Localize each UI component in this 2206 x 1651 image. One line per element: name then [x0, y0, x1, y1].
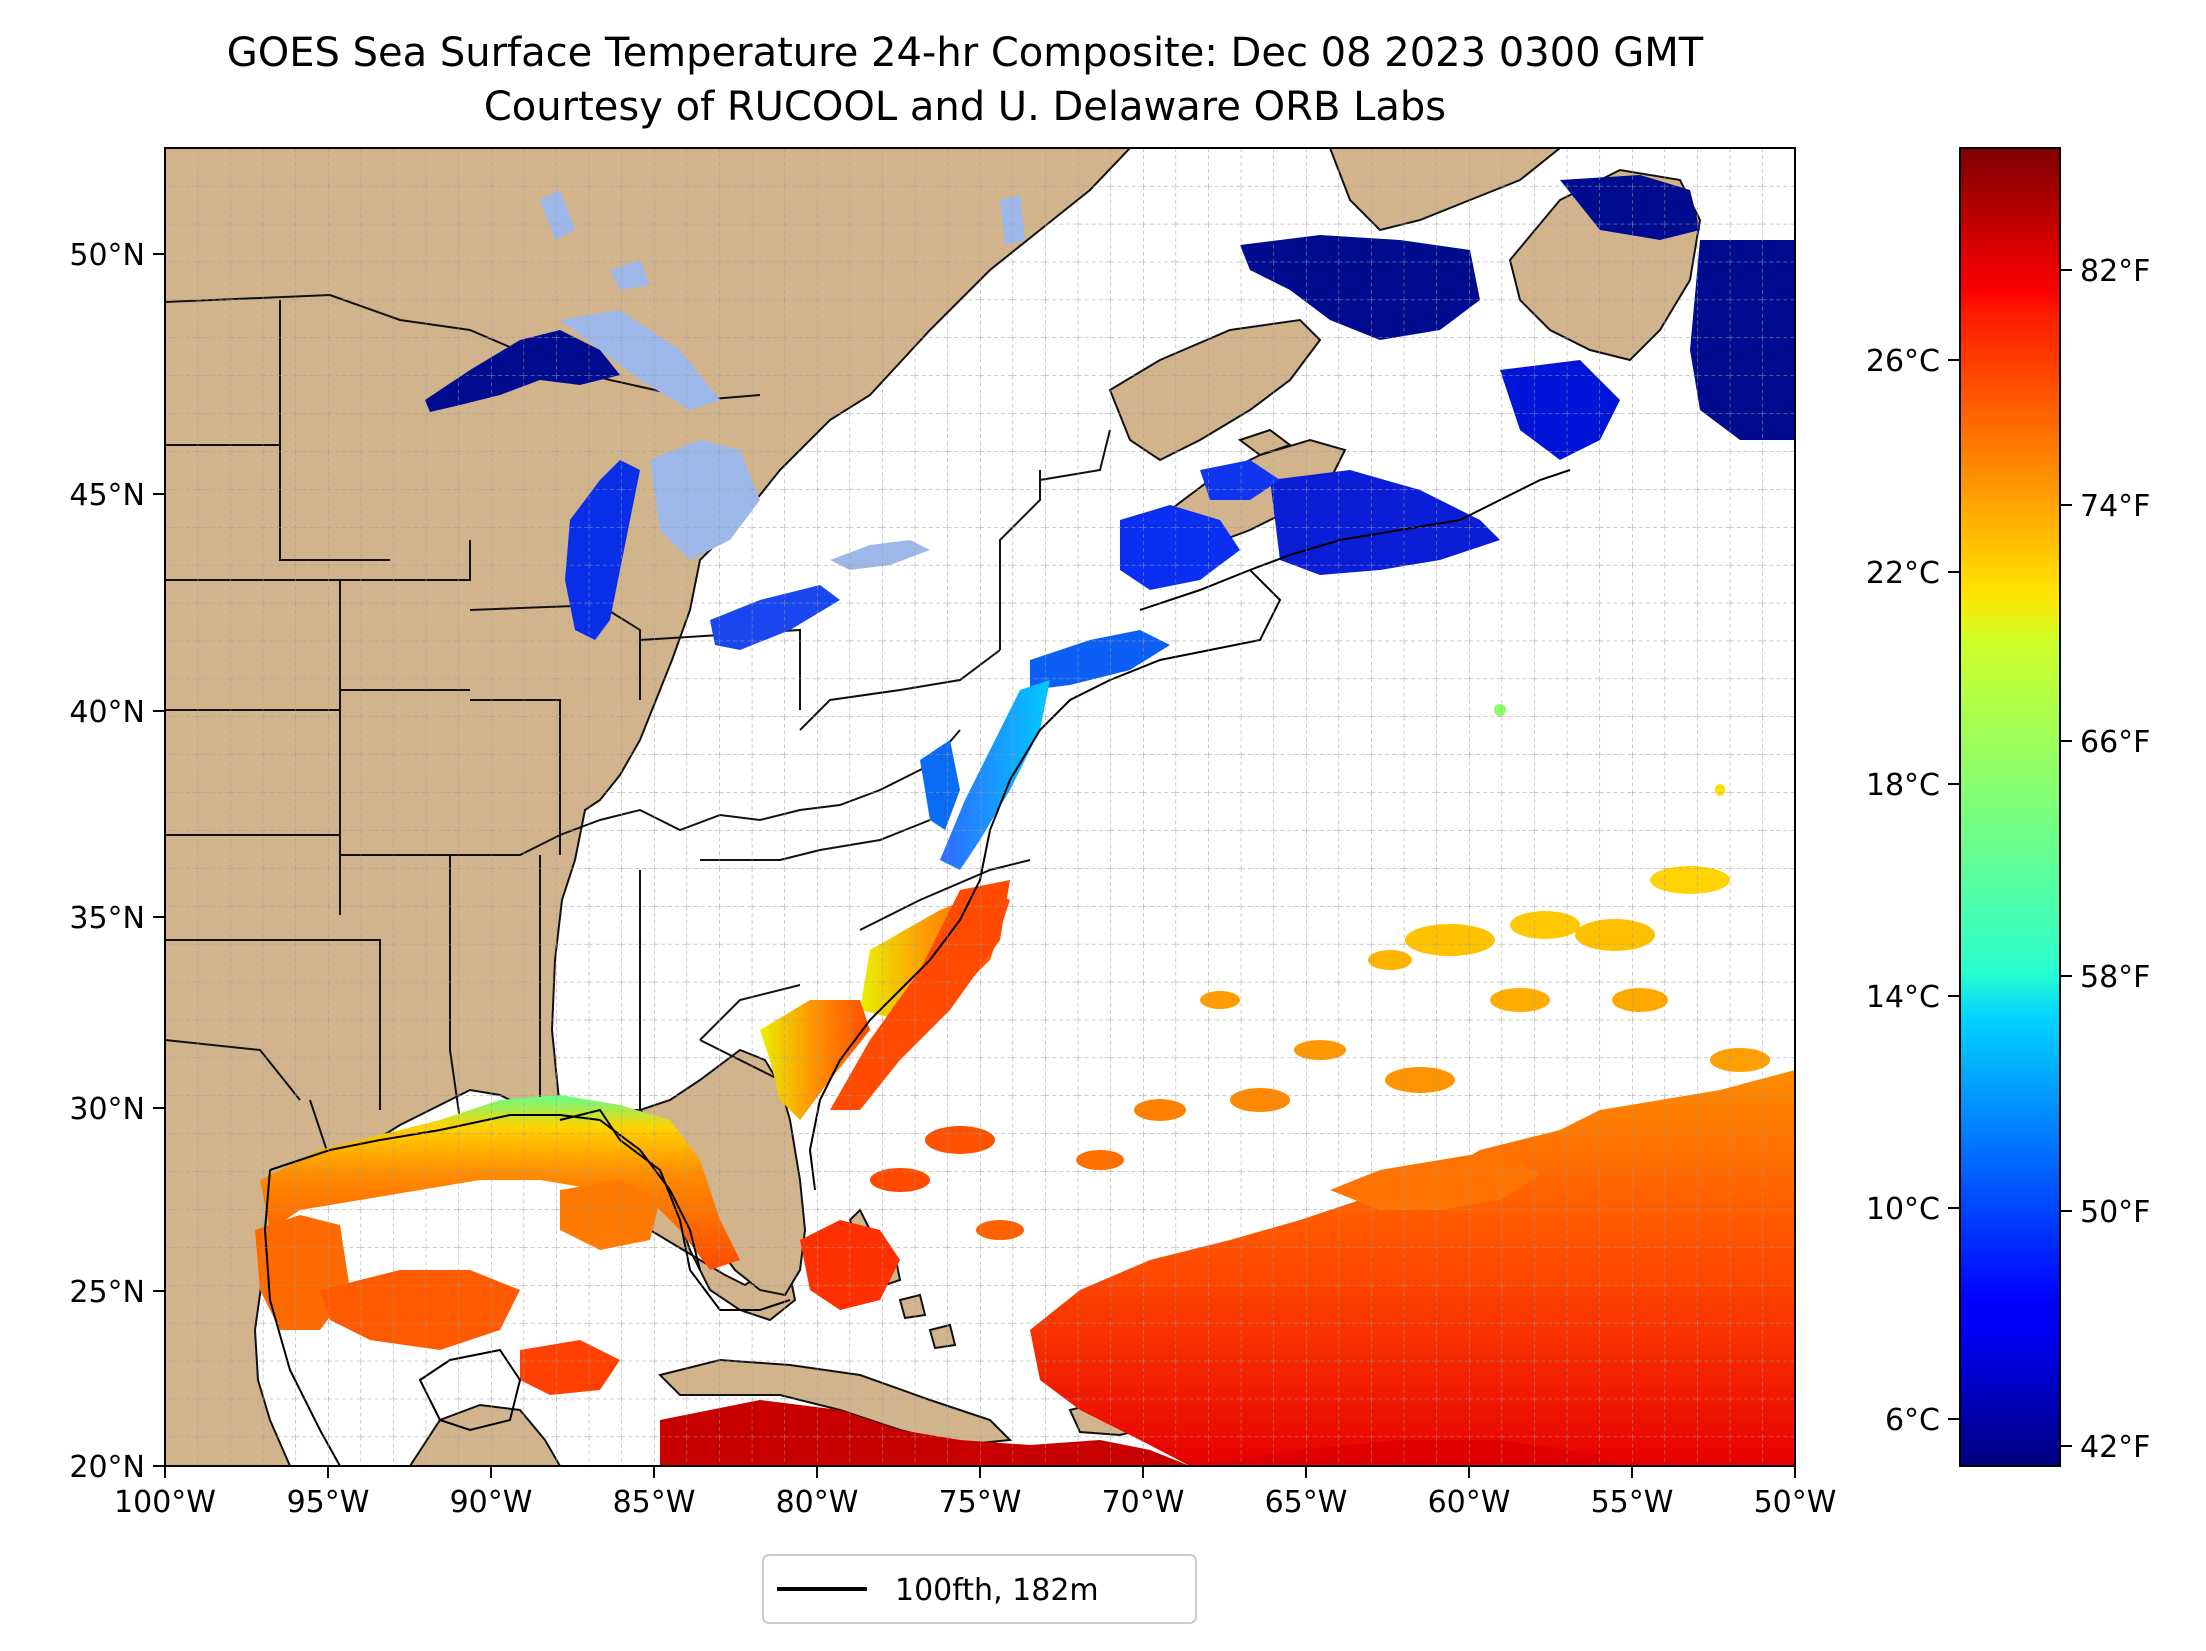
y-tick-labels: 20°N 25°N 30°N 35°N 40°N 45°N 50°N: [69, 238, 145, 1485]
colorbar-celsius-label: 18°C: [1866, 768, 1940, 803]
y-tick-label: 40°N: [69, 695, 145, 730]
colorbar-fahrenheit-label: 42°F: [2080, 1430, 2150, 1465]
colorbar-gradient: [1959, 147, 2061, 1467]
legend: 100fth, 182m: [762, 1554, 1197, 1624]
colorbar-fahrenheit-label: 58°F: [2080, 960, 2150, 995]
colorbar-fahrenheit-label: 74°F: [2080, 489, 2150, 524]
x-tick-label: 95°W: [287, 1485, 370, 1520]
legend-box: [762, 1554, 1197, 1624]
map-area[interactable]: [165, 148, 1795, 1466]
colorbar-celsius-label: 26°C: [1866, 344, 1940, 379]
colorbar-celsius-label: 10°C: [1866, 1192, 1940, 1227]
y-tick-label: 30°N: [69, 1092, 145, 1127]
x-tick-label: 60°W: [1428, 1485, 1511, 1520]
x-tick-label: 90°W: [450, 1485, 533, 1520]
x-tick-labels: 100°W 95°W 90°W 85°W 80°W 75°W 70°W 65°W…: [114, 1485, 1836, 1520]
y-tick-label: 25°N: [69, 1275, 145, 1310]
x-axis: [164, 1466, 1796, 1478]
title-line-2: Courtesy of RUCOOL and U. Delaware ORB L…: [484, 84, 1446, 130]
map-gridlines: [165, 148, 1795, 1466]
colorbar-fahrenheit-label: 82°F: [2080, 254, 2150, 289]
y-tick-label: 20°N: [69, 1450, 145, 1485]
colorbar: 26°C 22°C 18°C 14°C 10°C 6°C 82°F 74°F 6…: [1866, 147, 2150, 1467]
colorbar-celsius-label: 22°C: [1866, 556, 1940, 591]
x-tick-label: 70°W: [1102, 1485, 1185, 1520]
legend-label: 100fth, 182m: [895, 1573, 1099, 1608]
colorbar-fahrenheit-label: 50°F: [2080, 1195, 2150, 1230]
colorbar-fahrenheit-label: 66°F: [2080, 725, 2150, 760]
x-tick-label: 55°W: [1591, 1485, 1674, 1520]
x-tick-label: 80°W: [776, 1485, 859, 1520]
colorbar-celsius-label: 6°C: [1885, 1403, 1940, 1438]
x-tick-label: 50°W: [1754, 1485, 1837, 1520]
y-tick-label: 45°N: [69, 478, 145, 513]
x-tick-label: 75°W: [939, 1485, 1022, 1520]
x-tick-label: 100°W: [114, 1485, 216, 1520]
x-tick-label: 85°W: [613, 1485, 696, 1520]
y-tick-label: 35°N: [69, 901, 145, 936]
title-line-1: GOES Sea Surface Temperature 24-hr Compo…: [227, 30, 1704, 76]
colorbar-celsius-label: 14°C: [1866, 980, 1940, 1015]
y-tick-label: 50°N: [69, 238, 145, 273]
x-tick-label: 65°W: [1265, 1485, 1348, 1520]
y-axis: [153, 253, 165, 1467]
